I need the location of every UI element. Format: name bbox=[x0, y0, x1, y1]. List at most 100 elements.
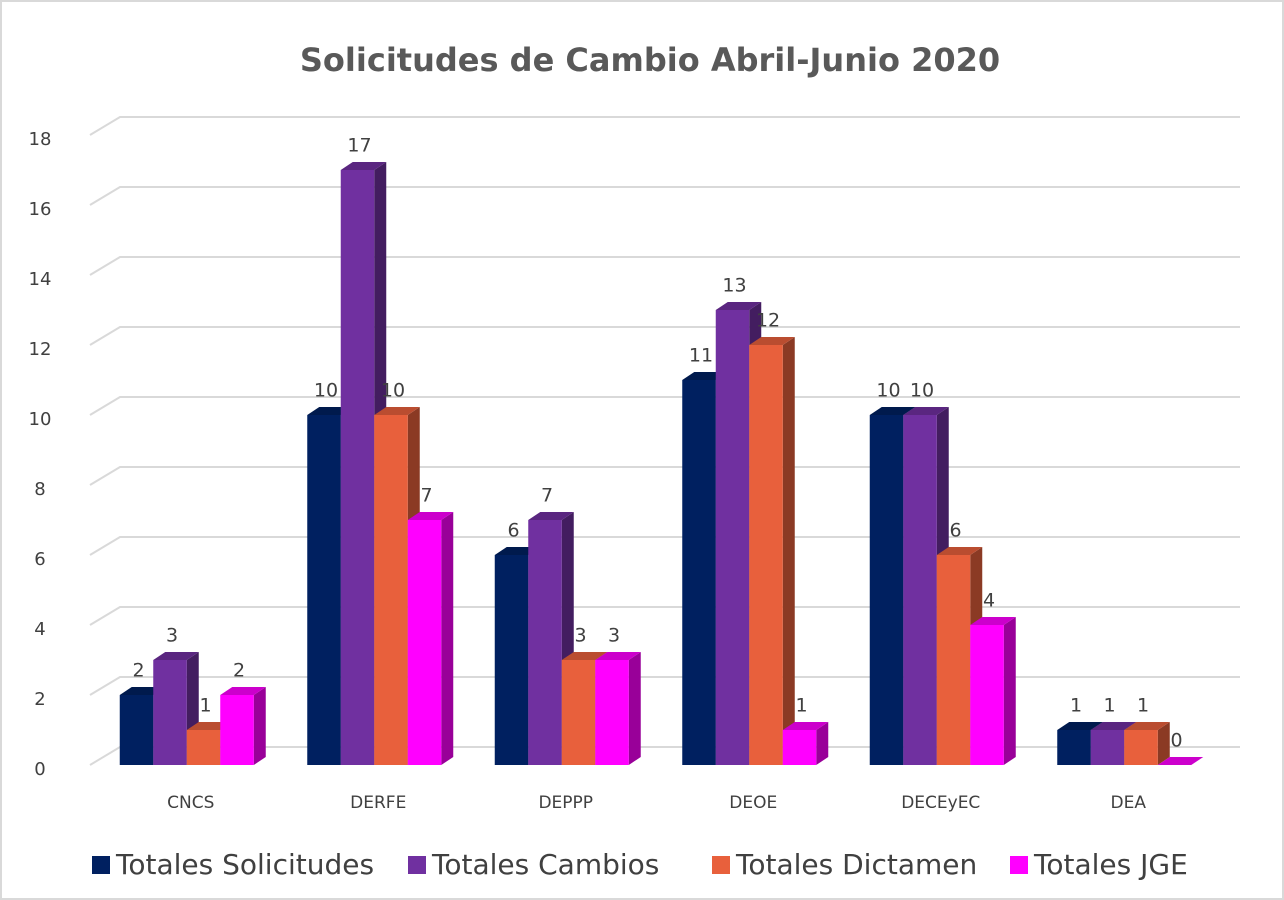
data-label: 11 bbox=[689, 345, 713, 367]
bar bbox=[407, 512, 454, 765]
bar-front bbox=[749, 345, 783, 765]
chart-title: Solicitudes de Cambio Abril-Junio 2020 bbox=[300, 41, 1000, 79]
grid-line bbox=[89, 676, 1240, 696]
grid-line bbox=[89, 396, 1240, 416]
y-tick-label: 0 bbox=[34, 759, 45, 780]
y-tick-label: 18 bbox=[29, 129, 52, 150]
data-label: 6 bbox=[949, 520, 961, 542]
bar-side bbox=[816, 722, 829, 765]
bar-front bbox=[340, 170, 375, 765]
y-tick-label: 16 bbox=[29, 199, 52, 220]
bar-front bbox=[186, 730, 221, 765]
bar-top bbox=[715, 302, 762, 310]
data-label: 0 bbox=[1170, 730, 1182, 752]
bar-front bbox=[715, 310, 750, 765]
y-tick-label: 10 bbox=[29, 409, 52, 430]
data-label: 7 bbox=[420, 485, 432, 507]
bar-front bbox=[220, 695, 254, 765]
bar-front bbox=[595, 660, 629, 765]
grid-line bbox=[89, 116, 1240, 136]
legend-label: Totales Cambios bbox=[431, 848, 659, 881]
bar-front bbox=[374, 415, 408, 765]
data-label: 3 bbox=[166, 625, 178, 647]
bar bbox=[970, 617, 1016, 765]
bar bbox=[749, 337, 795, 765]
data-label: 10 bbox=[876, 380, 900, 402]
bar bbox=[595, 652, 641, 765]
x-tick-label: DEOE bbox=[729, 793, 777, 813]
legend-swatch bbox=[92, 856, 110, 874]
bar-front bbox=[561, 660, 596, 765]
data-label: 6 bbox=[507, 520, 519, 542]
bar-top bbox=[1057, 722, 1103, 730]
grid-line bbox=[89, 326, 1240, 346]
data-label: 10 bbox=[381, 380, 405, 402]
y-tick-label: 4 bbox=[34, 619, 45, 640]
bar-front bbox=[494, 555, 529, 765]
x-tick-label: DEA bbox=[1111, 793, 1147, 813]
y-tick-label: 12 bbox=[29, 339, 52, 360]
bar-top bbox=[970, 617, 1016, 625]
data-label: 10 bbox=[314, 380, 338, 402]
bar-side bbox=[441, 512, 454, 765]
data-label: 1 bbox=[1137, 695, 1149, 717]
data-label: 1 bbox=[1103, 695, 1115, 717]
data-label: 3 bbox=[574, 625, 586, 647]
y-tick-label: 14 bbox=[29, 269, 52, 290]
legend-label: Totales Dictamen bbox=[735, 848, 977, 881]
legend-swatch bbox=[408, 856, 426, 874]
bar-top bbox=[407, 512, 454, 520]
y-tick-label: 2 bbox=[34, 689, 45, 710]
bar-top bbox=[1124, 722, 1170, 730]
data-label: 10 bbox=[910, 380, 934, 402]
grid-line bbox=[89, 606, 1240, 626]
bar-front bbox=[903, 415, 937, 765]
legend-swatch bbox=[712, 856, 730, 874]
grid-line bbox=[89, 536, 1240, 556]
data-label: 17 bbox=[347, 135, 371, 157]
bar-side bbox=[628, 652, 641, 765]
bar-top bbox=[340, 162, 387, 170]
data-label: 1 bbox=[795, 695, 807, 717]
bar-top bbox=[374, 407, 420, 415]
data-label: 13 bbox=[722, 275, 746, 297]
bar-top bbox=[1157, 757, 1204, 765]
bar-top bbox=[869, 407, 916, 415]
bar-top bbox=[220, 687, 266, 695]
data-label: 1 bbox=[199, 695, 211, 717]
bar-front bbox=[869, 415, 904, 765]
bar-front bbox=[1057, 730, 1091, 765]
bar-front bbox=[119, 695, 154, 765]
bar-front bbox=[1124, 730, 1158, 765]
data-label: 1 bbox=[1070, 695, 1082, 717]
bar-front bbox=[1090, 730, 1125, 765]
data-label: 2 bbox=[132, 660, 144, 682]
bar bbox=[1124, 722, 1170, 765]
bar bbox=[220, 687, 266, 765]
x-tick-label: DERFE bbox=[350, 793, 406, 813]
legend-swatch bbox=[1010, 856, 1028, 874]
bar bbox=[1157, 757, 1204, 765]
bar-side bbox=[1157, 722, 1170, 765]
bar-front bbox=[682, 380, 716, 765]
bar-front bbox=[153, 660, 187, 765]
bar-top bbox=[595, 652, 641, 660]
grid-line bbox=[89, 466, 1240, 486]
y-tick-label: 6 bbox=[34, 549, 45, 570]
x-tick-label: CNCS bbox=[167, 793, 214, 813]
y-tick-label: 8 bbox=[34, 479, 45, 500]
bar-top bbox=[153, 652, 199, 660]
bar-side bbox=[1003, 617, 1016, 765]
x-tick-label: DECEyEC bbox=[901, 793, 980, 813]
data-label: 3 bbox=[608, 625, 620, 647]
bar-front bbox=[936, 555, 971, 765]
bar-side bbox=[253, 687, 266, 765]
legend-label: Totales JGE bbox=[1033, 848, 1188, 881]
data-label: 4 bbox=[983, 590, 995, 612]
bar-front bbox=[307, 415, 341, 765]
legend-label: Totales Solicitudes bbox=[115, 848, 374, 881]
bar-front bbox=[528, 520, 562, 765]
bar-top bbox=[936, 547, 983, 555]
bar-top bbox=[1090, 722, 1137, 730]
